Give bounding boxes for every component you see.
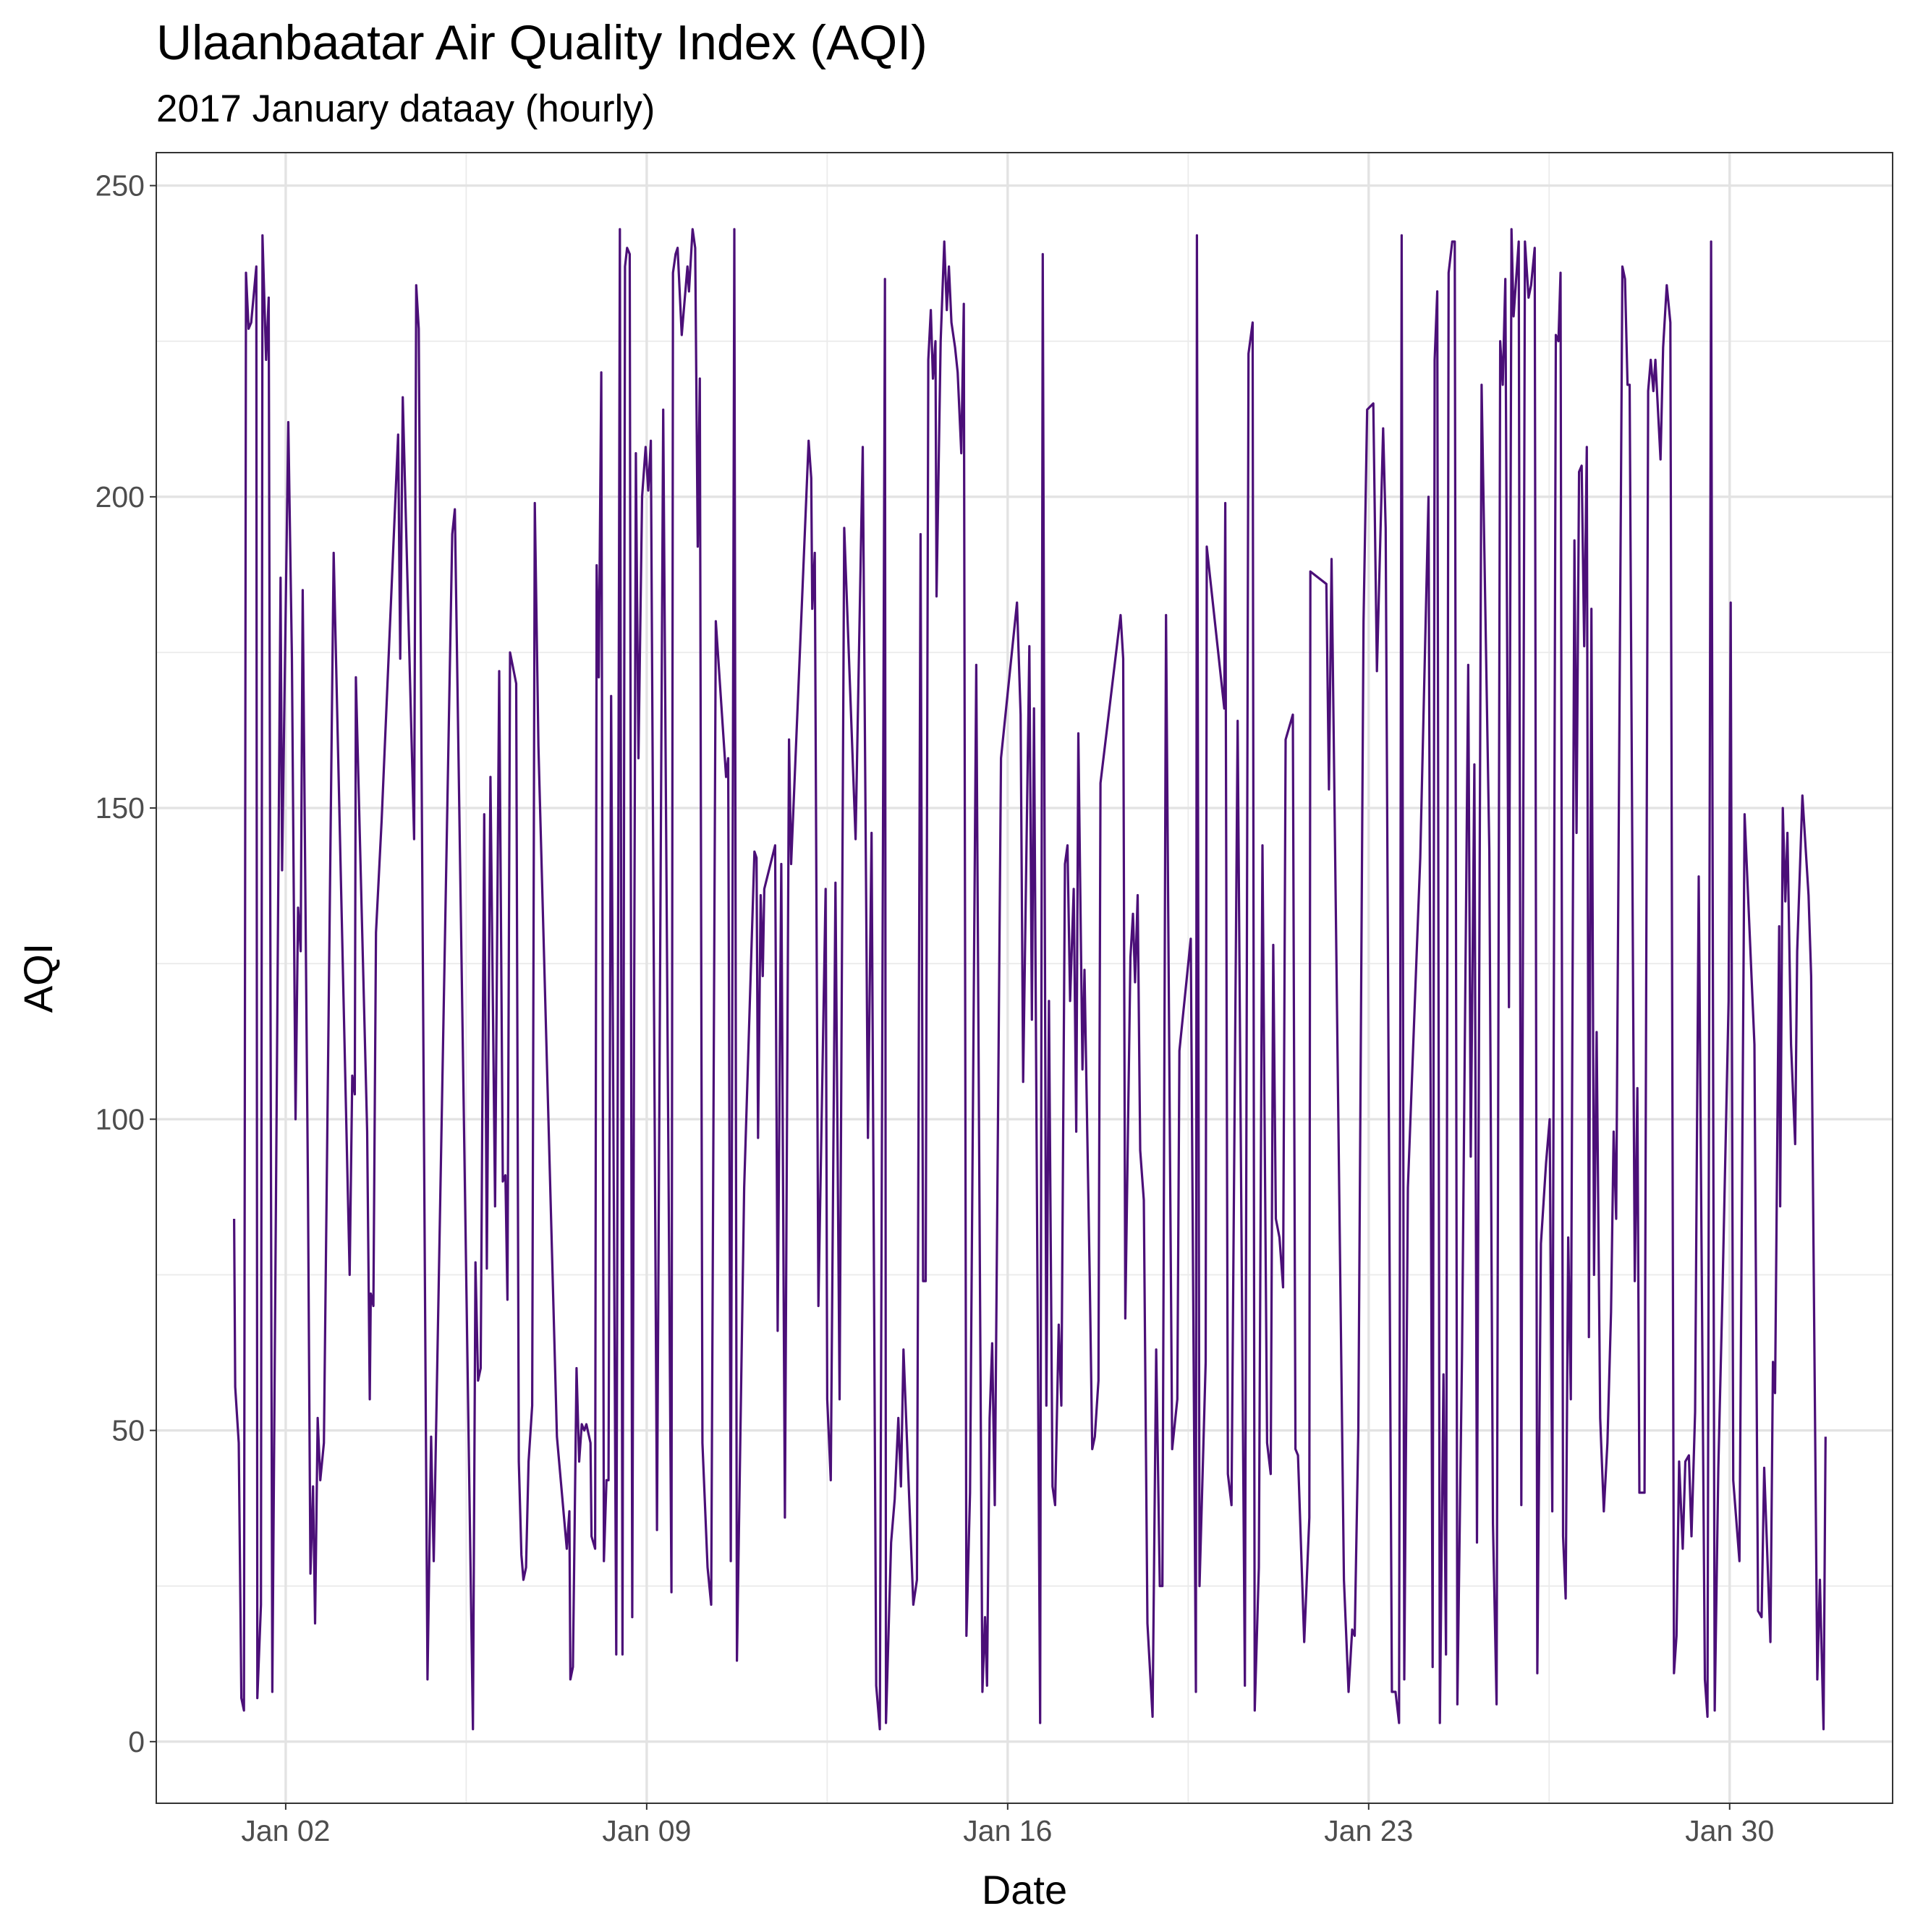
grid [156, 153, 1893, 1803]
x-tick-label: Jan 02 [241, 1814, 330, 1847]
axes: 0 50 100 150 200 250 Jan 02 Jan 09 Jan 16 Jan 23 J… [95, 152, 1893, 1847]
y-tick-label: 0 [128, 1725, 145, 1758]
y-tick-label: 250 [95, 169, 145, 203]
x-tick-label: Jan 30 [1685, 1814, 1774, 1847]
chart-subtitle: 2017 January dataay (hourly) [156, 88, 655, 130]
panel-border [156, 152, 1893, 1804]
x-tick-label: Jan 09 [602, 1814, 691, 1847]
data-line [233, 228, 1827, 1731]
y-axis-title: AQI [15, 943, 61, 1013]
y-tick-label: 200 [95, 480, 145, 514]
y-tick-label: 50 [111, 1414, 145, 1447]
y-tick-label: 150 [95, 791, 145, 825]
x-axis-title: Date [982, 1867, 1067, 1912]
x-tick-label: Jan 23 [1324, 1814, 1413, 1847]
x-tick-label: Jan 16 [963, 1814, 1052, 1847]
plot-area [233, 228, 1827, 1731]
chart-title: Ulaanbaatar Air Quality Index (AQI) [156, 15, 927, 70]
y-tick-label: 100 [95, 1102, 145, 1136]
